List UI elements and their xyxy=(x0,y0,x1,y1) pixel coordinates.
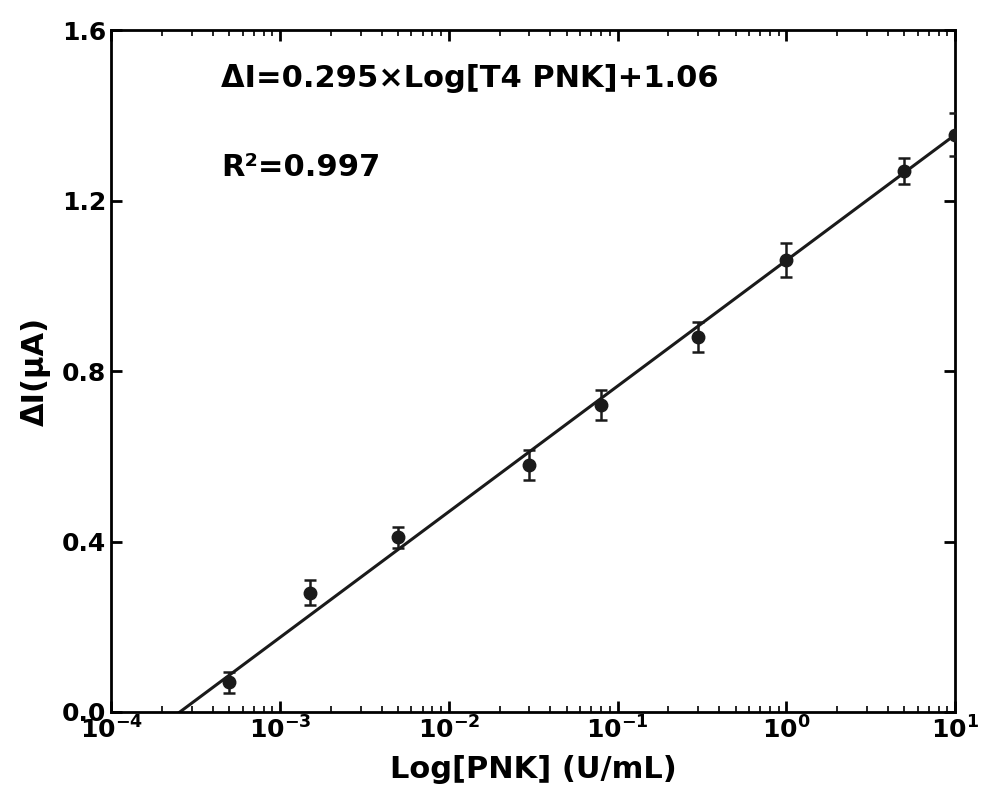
X-axis label: Log[PNK] (U/mL): Log[PNK] (U/mL) xyxy=(390,755,677,784)
Text: R²=0.997: R²=0.997 xyxy=(221,153,380,182)
Y-axis label: ΔI(μA): ΔI(μA) xyxy=(21,316,51,426)
Text: ΔI=0.295×Log[T4 PNK]+1.06: ΔI=0.295×Log[T4 PNK]+1.06 xyxy=(221,64,719,93)
